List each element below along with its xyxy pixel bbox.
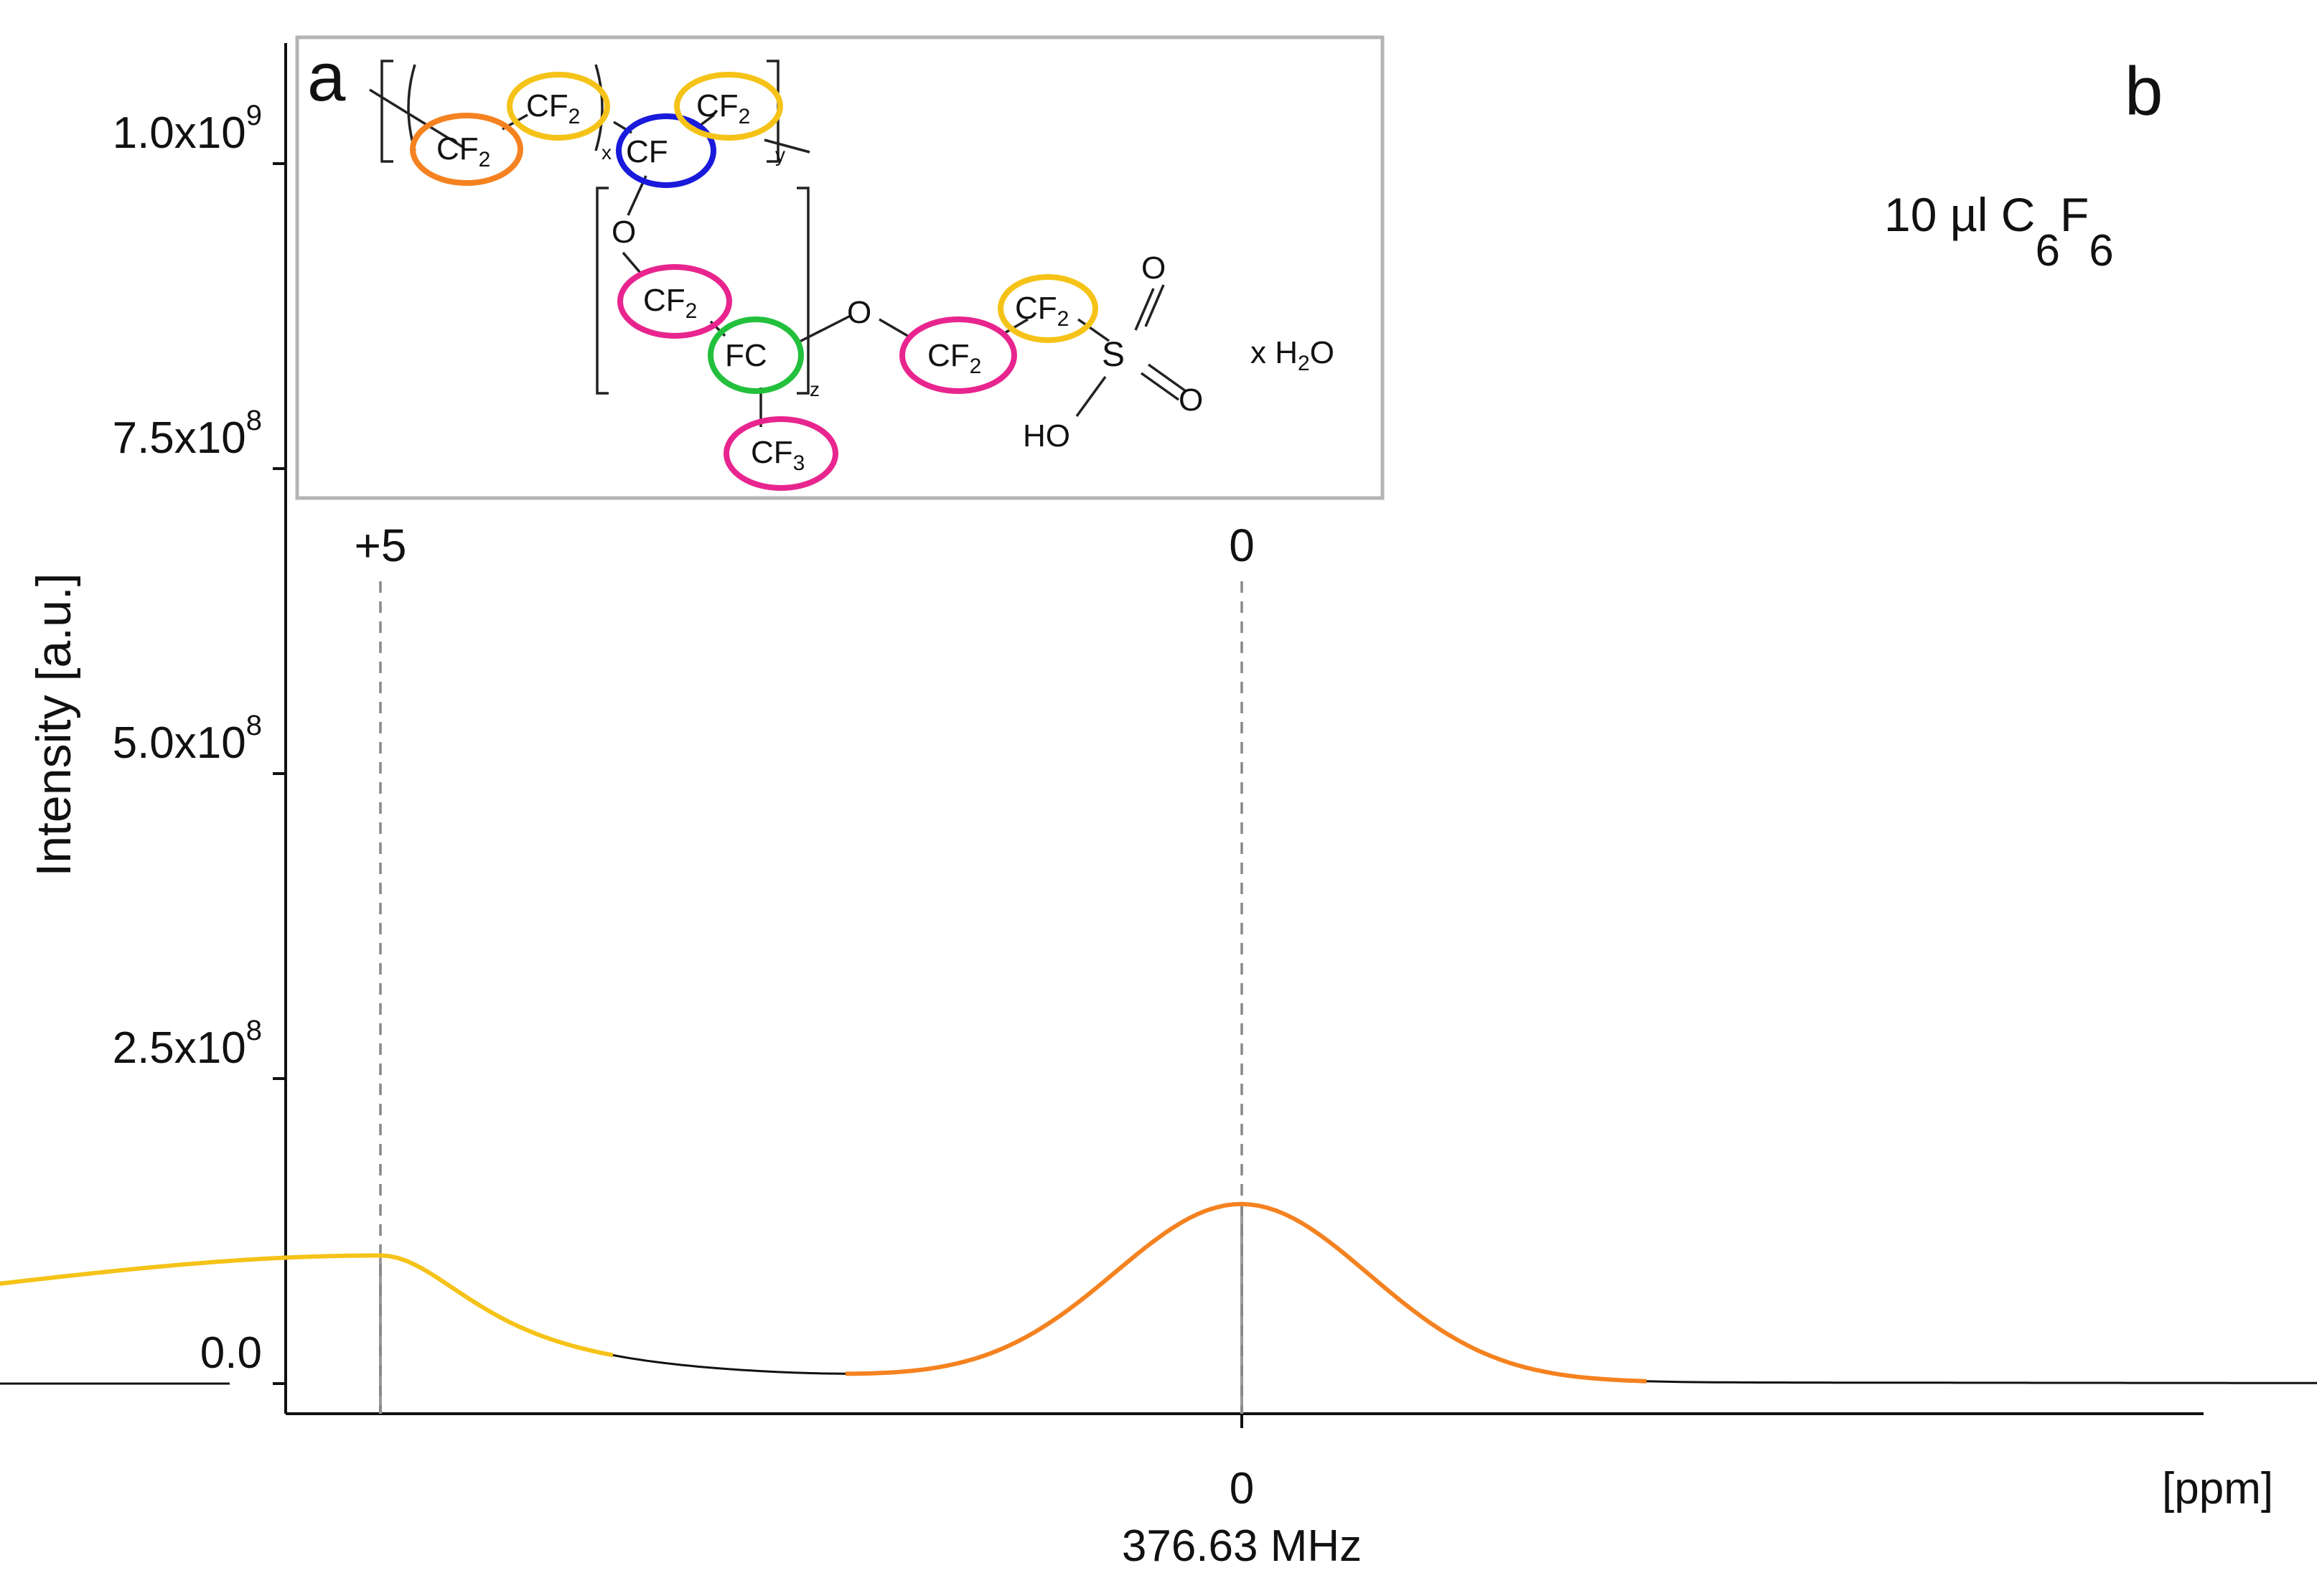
spectrum-segment-4 <box>612 1353 846 1375</box>
y-tick-label: 2.5x108 <box>113 1015 262 1073</box>
x-tick-labels: 50403020100-10-20-30-40-50 <box>1230 1464 1254 1513</box>
structure-bonds <box>369 88 1187 427</box>
svg-text:z: z <box>810 378 820 400</box>
spectrum-segment-3 <box>0 1253 614 1358</box>
x-tick-marks <box>1240 1414 1243 1428</box>
ring-cf2-yellow-1 <box>507 72 610 141</box>
x-axis-title: 376.63 MHz <box>1122 1521 1362 1571</box>
svg-text:O: O <box>1179 382 1203 418</box>
peak-label: 0 <box>1229 520 1255 571</box>
svg-text:CF2: CF2 <box>1015 291 1069 331</box>
panel-label-b: b <box>2125 53 2163 130</box>
ring-cf2-magenta-2 <box>899 316 1017 394</box>
ring-cf2-magenta-1 <box>617 264 732 339</box>
svg-text:O: O <box>1141 250 1166 286</box>
panel-label-a: a <box>307 39 346 116</box>
spectrum-trace <box>0 1201 2317 1385</box>
peak-guide-lines <box>379 581 1243 1414</box>
y-tick-label: 0.0 <box>200 1328 262 1378</box>
y-tick-label: 1.0x109 <box>113 100 262 158</box>
ring-cf3-magenta <box>724 416 838 491</box>
svg-text:S: S <box>1102 336 1125 374</box>
spectrum-segment-5 <box>846 1201 1647 1384</box>
peak-labels: +42+50-16-23-44 <box>355 520 1255 571</box>
reference-annotation: 10 µl C6F6 <box>1884 188 2114 276</box>
ring-cf-blue <box>616 113 716 188</box>
inset-frame <box>295 35 1385 500</box>
svg-text:CF: CF <box>626 134 668 169</box>
structure-labels: CF2 CF2 CF CF2 CF2 FC CF3 CF2 CF2 O O O … <box>436 88 1334 475</box>
ring-cf2-orange <box>410 113 523 186</box>
svg-text:CF2: CF2 <box>436 131 490 172</box>
svg-text:O: O <box>847 295 871 330</box>
y-tick-label: 7.5x108 <box>113 405 262 463</box>
svg-text:CF2: CF2 <box>927 338 981 378</box>
svg-text:HO: HO <box>1023 418 1070 454</box>
svg-text:x H2O: x H2O <box>1250 335 1334 375</box>
svg-text:O: O <box>612 215 636 250</box>
svg-text:CF2: CF2 <box>643 283 697 323</box>
x-axis-unit: [ppm] <box>2162 1464 2273 1513</box>
svg-text:y: y <box>775 144 785 166</box>
svg-text:CF3: CF3 <box>751 435 805 475</box>
spectrum-segment-6 <box>1646 1380 2317 1384</box>
y-tick-marks <box>273 162 286 1385</box>
y-tick-label: 5.0x108 <box>113 710 262 768</box>
ring-cf2-yellow-3 <box>998 274 1098 343</box>
ring-fc-green <box>708 316 804 394</box>
peak-label: +5 <box>355 520 407 571</box>
svg-text:CF2: CF2 <box>526 88 580 128</box>
svg-text:FC: FC <box>725 338 767 373</box>
ring-cf2-yellow-2 <box>674 72 783 141</box>
x-tick-label: 0 <box>1230 1464 1254 1513</box>
svg-text:CF2: CF2 <box>696 88 750 128</box>
y-tick-labels: 0.0 2.5x108 5.0x108 7.5x108 1.0x109 <box>113 100 262 1378</box>
svg-text:x: x <box>602 141 612 164</box>
structure-inset: a <box>295 35 1385 500</box>
y-axis-title: Intensity [a.u.] <box>27 573 81 876</box>
